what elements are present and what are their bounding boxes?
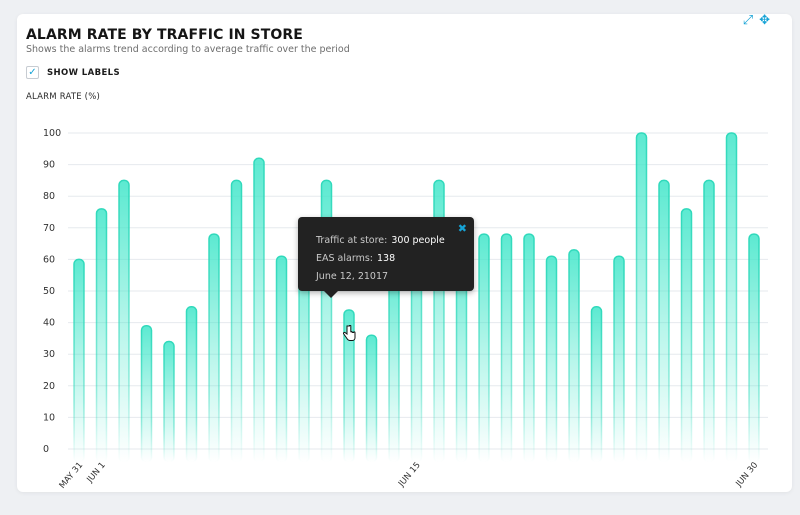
bar[interactable] xyxy=(590,306,603,463)
bar[interactable] xyxy=(208,233,220,463)
close-icon[interactable]: ✖ xyxy=(457,222,467,235)
y-tick-label: 60 xyxy=(43,254,55,265)
bar[interactable] xyxy=(185,306,198,463)
bar[interactable] xyxy=(500,233,513,463)
show-labels-checkbox[interactable]: ✓ xyxy=(26,66,39,79)
x-tick-label: JUN 15 xyxy=(396,461,423,490)
bar[interactable] xyxy=(545,255,558,463)
bar[interactable] xyxy=(275,255,288,463)
data-tooltip: ✖ Traffic at store: 300 people EAS alarms… xyxy=(298,217,474,298)
x-tick-label: MAY 31 xyxy=(58,461,86,491)
chart-toolbar: ⤢ ✥ xyxy=(743,14,770,27)
y-tick-label: 100 xyxy=(43,128,61,139)
tooltip-traffic: Traffic at store: 300 people xyxy=(316,235,445,246)
y-tick-label: 90 xyxy=(43,160,55,171)
bar[interactable] xyxy=(388,264,400,463)
tooltip-traffic-label: Traffic at store: xyxy=(316,235,388,246)
x-tick-label: JUN 1 xyxy=(85,461,108,486)
bar[interactable] xyxy=(748,233,760,463)
y-axis-label: ALARM RATE (%) xyxy=(26,92,100,102)
tooltip-date-value: June 12, 21017 xyxy=(316,271,389,282)
bar[interactable] xyxy=(523,233,535,463)
y-tick-label: 50 xyxy=(43,286,55,297)
bar[interactable] xyxy=(635,132,648,463)
show-labels-label: SHOW LABELS xyxy=(47,67,121,78)
tooltip-alarms-label: EAS alarms: xyxy=(316,253,373,264)
tooltip-date: June 12, 21017 xyxy=(316,271,388,282)
bar[interactable] xyxy=(343,309,355,463)
bar[interactable] xyxy=(95,208,108,463)
chart-subtitle: Shows the alarms trend according to aver… xyxy=(26,44,350,55)
bar[interactable] xyxy=(478,233,490,463)
y-tick-label: 30 xyxy=(43,349,55,360)
tooltip-alarms-value: 138 xyxy=(376,253,396,264)
y-tick-label: 80 xyxy=(43,191,55,202)
bar[interactable] xyxy=(658,179,670,463)
y-tick-label: 70 xyxy=(43,223,55,234)
bar[interactable] xyxy=(253,157,265,463)
bar[interactable] xyxy=(230,179,243,463)
move-icon[interactable]: ✥ xyxy=(759,13,770,28)
bar[interactable] xyxy=(118,179,130,463)
bar[interactable] xyxy=(73,258,85,463)
bar[interactable] xyxy=(163,340,175,463)
bar[interactable] xyxy=(365,334,378,463)
tooltip-alarms: EAS alarms: 138 xyxy=(316,253,395,264)
y-tick-label: 40 xyxy=(43,318,55,329)
bar[interactable] xyxy=(613,255,625,463)
expand-icon[interactable]: ⤢ xyxy=(742,13,754,28)
x-tick-label: JUN 30 xyxy=(734,461,761,490)
bar[interactable] xyxy=(680,208,693,463)
chart-title: ALARM RATE BY TRAFFIC IN STORE xyxy=(26,27,303,43)
y-tick-label: 0 xyxy=(43,444,49,455)
y-tick-label: 20 xyxy=(43,381,55,392)
bar[interactable] xyxy=(725,132,738,463)
y-tick-label: 10 xyxy=(43,412,55,423)
show-labels-toggle[interactable]: ✓ SHOW LABELS xyxy=(26,66,120,79)
bar[interactable] xyxy=(703,179,715,463)
tooltip-traffic-value: 300 people xyxy=(391,235,445,246)
hand-cursor-icon xyxy=(343,325,356,341)
bar[interactable] xyxy=(568,249,580,463)
bar[interactable] xyxy=(140,325,153,463)
